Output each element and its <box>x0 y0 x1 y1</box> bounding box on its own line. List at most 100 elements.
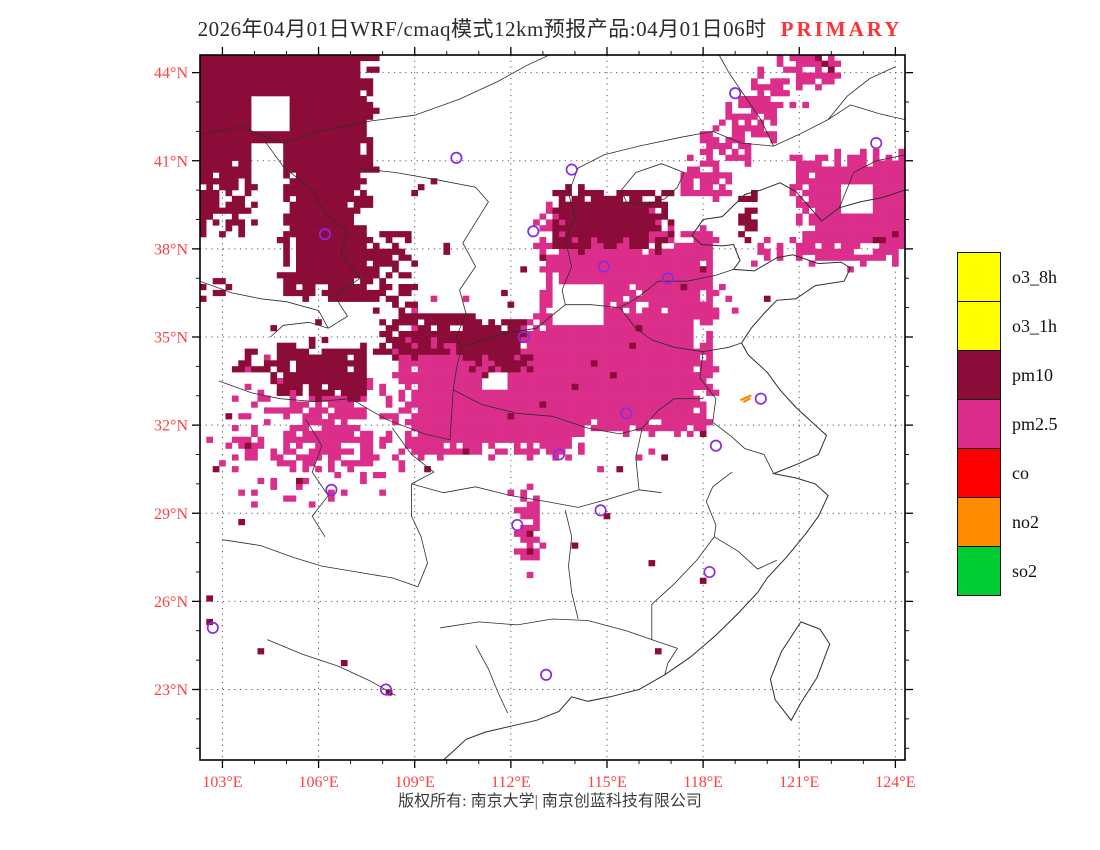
cell-pm10 <box>225 154 233 161</box>
cell-pm25 <box>270 448 278 455</box>
cell-pm25 <box>385 395 393 402</box>
cell-pm10 <box>353 101 361 109</box>
cell-pm25 <box>430 336 438 344</box>
cell-pm25 <box>411 425 418 432</box>
cell-pm10 <box>296 237 303 244</box>
cell-pm25 <box>872 178 880 185</box>
cell-pm25 <box>321 407 329 414</box>
cell-pm10 <box>443 336 451 344</box>
cell-pm10 <box>597 231 604 238</box>
cell-pm10 <box>430 319 438 326</box>
cell-pm25 <box>680 289 688 297</box>
cell-pm25 <box>725 295 733 302</box>
cell-pm25 <box>584 419 592 426</box>
cell-pm25 <box>296 454 303 461</box>
cell-pm10 <box>334 172 342 179</box>
cell-pm25 <box>475 366 483 373</box>
cell-pm25 <box>795 55 803 62</box>
cell-pm10 <box>334 231 342 238</box>
cell-pm25 <box>558 266 566 273</box>
cell-pm10 <box>231 207 239 214</box>
cell-pm25 <box>590 260 598 267</box>
cell-pm25 <box>860 254 867 261</box>
cell-pm25 <box>667 301 675 308</box>
cell-pm25 <box>802 237 809 244</box>
cell-pm25 <box>603 319 611 326</box>
cell-pm25 <box>334 448 342 455</box>
cell-pm10 <box>244 190 252 197</box>
cell-pm25 <box>635 254 643 261</box>
cell-pm10 <box>296 184 303 191</box>
cell-pm10 <box>187 78 194 84</box>
cell-pm10 <box>328 160 335 167</box>
cell-pm25 <box>827 55 835 62</box>
cell-pm25 <box>853 254 861 261</box>
cell-pm10 <box>276 348 284 355</box>
cell-pm25 <box>654 219 662 226</box>
cell-pm10 <box>610 237 617 244</box>
cell-pm25 <box>834 219 841 226</box>
cell-pm10 <box>200 154 207 161</box>
cell-pm10 <box>289 178 297 185</box>
cell-pm25 <box>815 225 822 232</box>
cell-pm25 <box>693 354 701 361</box>
cell-pm10 <box>552 207 560 214</box>
cell-pm10 <box>347 266 354 273</box>
cell-pm25 <box>552 383 560 390</box>
cell-pm25 <box>654 295 662 302</box>
cell-pm10 <box>321 366 329 373</box>
cell-pm25 <box>296 483 303 490</box>
cell-pm10 <box>584 242 592 249</box>
cell-pm10 <box>200 72 201 79</box>
cell-pm10 <box>321 166 329 173</box>
cell-pm25 <box>565 360 572 367</box>
lon-tick-label: 109°E <box>395 774 435 791</box>
cell-pm10 <box>635 325 643 332</box>
cell-pm10 <box>302 60 310 67</box>
cell-pm25 <box>622 389 630 396</box>
cell-pm10 <box>308 278 316 285</box>
cell-pm10 <box>328 78 335 85</box>
cell-pm10 <box>321 60 329 67</box>
cell-pm25 <box>558 378 566 385</box>
cell-pm25 <box>584 254 592 261</box>
cell-pm25 <box>545 407 553 414</box>
cell-pm25 <box>270 483 278 490</box>
cell-pm25 <box>872 207 880 214</box>
cell-pm25 <box>879 231 886 238</box>
cell-pm10 <box>340 72 348 79</box>
cell-pm10 <box>225 219 233 226</box>
cell-pm10 <box>328 366 335 373</box>
cell-pm10 <box>526 354 534 361</box>
cell-pm10 <box>353 201 361 208</box>
cell-pm25 <box>296 401 303 408</box>
cell-pm10 <box>622 231 630 238</box>
cell-pm10 <box>296 72 303 79</box>
cell-pm10 <box>366 143 374 150</box>
cell-pm25 <box>872 190 880 197</box>
cell-pm10 <box>821 60 829 67</box>
legend: o3_8h o3_1h pm10 pm2.5 co no2 so2 <box>957 252 1058 596</box>
cell-pm25 <box>231 425 239 432</box>
cell-pm10 <box>328 360 335 367</box>
cell-pm25 <box>898 190 905 197</box>
cell-pm25 <box>847 154 854 161</box>
cell-pm25 <box>513 419 521 426</box>
cell-pm10 <box>654 213 662 220</box>
cell-pm25 <box>565 248 572 255</box>
cell-pm10 <box>398 254 406 261</box>
cell-pm25 <box>590 237 598 244</box>
cell-pm25 <box>674 284 681 291</box>
cell-pm25 <box>539 366 547 373</box>
cell-pm10 <box>315 201 322 208</box>
cell-pm10 <box>200 143 207 150</box>
cell-pm10 <box>302 195 310 202</box>
lon-tick-label: 118°E <box>683 774 723 791</box>
cell-pm25 <box>872 225 880 232</box>
cell-pm25 <box>680 260 688 267</box>
cell-pm10 <box>475 319 483 326</box>
cell-pm25 <box>360 413 367 420</box>
cell-pm10 <box>212 154 220 161</box>
cell-pm25 <box>366 460 374 467</box>
cell-pm25 <box>539 242 547 249</box>
